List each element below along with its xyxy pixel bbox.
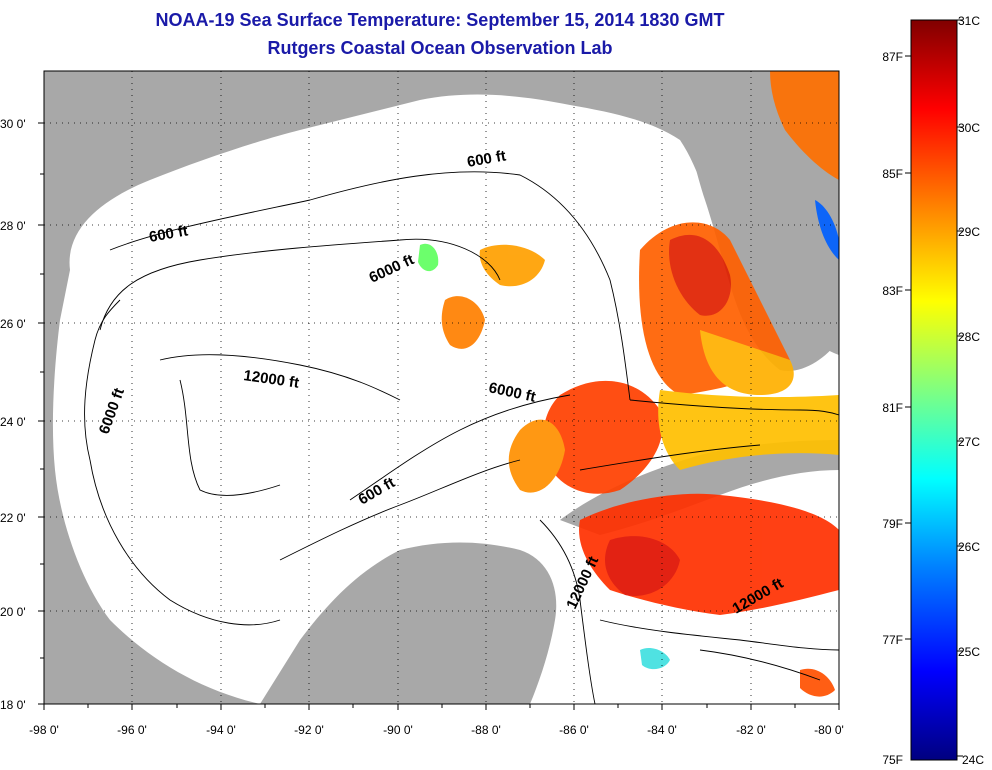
lat-label: 26 0' [0, 317, 26, 331]
lat-label: 22 0' [0, 511, 26, 525]
colorbar-ticks [905, 19, 963, 757]
lon-label: -98 0' [29, 723, 59, 737]
celsius-label: 25C [958, 645, 980, 659]
longitude-labels: -98 0' -96 0' -94 0' -92 0' -90 0' -88 0… [29, 723, 844, 737]
contour-label: 600 ft [148, 222, 190, 246]
yucatan-land [260, 542, 557, 704]
axis-ticks [38, 122, 840, 710]
latitude-labels: 30 0' 28 0' 26 0' 24 0' 22 0' 20 0' 18 0… [0, 117, 26, 712]
fahrenheit-label: 75F [882, 753, 903, 767]
fahrenheit-label: 83F [882, 284, 903, 298]
colorbar-celsius-labels: 31C 30C 29C 28C 27C 26C 25C 24C [958, 14, 984, 767]
sst-data [418, 71, 839, 697]
lat-label: 30 0' [0, 117, 26, 131]
lon-label: -90 0' [383, 723, 413, 737]
lon-label: -94 0' [206, 723, 236, 737]
lat-label: 28 0' [0, 219, 26, 233]
colorbar-fahrenheit-labels: 87F 85F 83F 81F 79F 77F 75F [882, 50, 903, 767]
lon-label: -88 0' [471, 723, 501, 737]
celsius-label: 26C [958, 540, 980, 554]
celsius-label: 30C [958, 121, 980, 135]
lon-label: -92 0' [294, 723, 324, 737]
fahrenheit-label: 79F [882, 517, 903, 531]
celsius-label: 29C [958, 225, 980, 239]
celsius-label: 24C [962, 753, 984, 767]
contour-label: 600 ft [466, 147, 508, 171]
lat-label: 18 0' [0, 698, 26, 712]
map-title: NOAA-19 Sea Surface Temperature: Septemb… [155, 10, 725, 30]
lat-label: 24 0' [0, 415, 26, 429]
bathymetry-contours [84, 171, 839, 704]
colorbar [910, 19, 958, 761]
lon-label: -80 0' [814, 723, 844, 737]
lon-label: -84 0' [647, 723, 677, 737]
celsius-label: 27C [958, 435, 980, 449]
fahrenheit-label: 77F [882, 633, 903, 647]
lon-label: -82 0' [736, 723, 766, 737]
lat-label: 20 0' [0, 605, 26, 619]
lon-label: -96 0' [117, 723, 147, 737]
fahrenheit-label: 87F [882, 50, 903, 64]
celsius-label: 31C [958, 14, 980, 28]
fahrenheit-label: 85F [882, 167, 903, 181]
fahrenheit-label: 81F [882, 401, 903, 415]
lon-label: -86 0' [559, 723, 589, 737]
graticule [44, 71, 839, 704]
map-subtitle: Rutgers Coastal Ocean Observation Lab [267, 38, 613, 58]
celsius-label: 28C [958, 330, 980, 344]
